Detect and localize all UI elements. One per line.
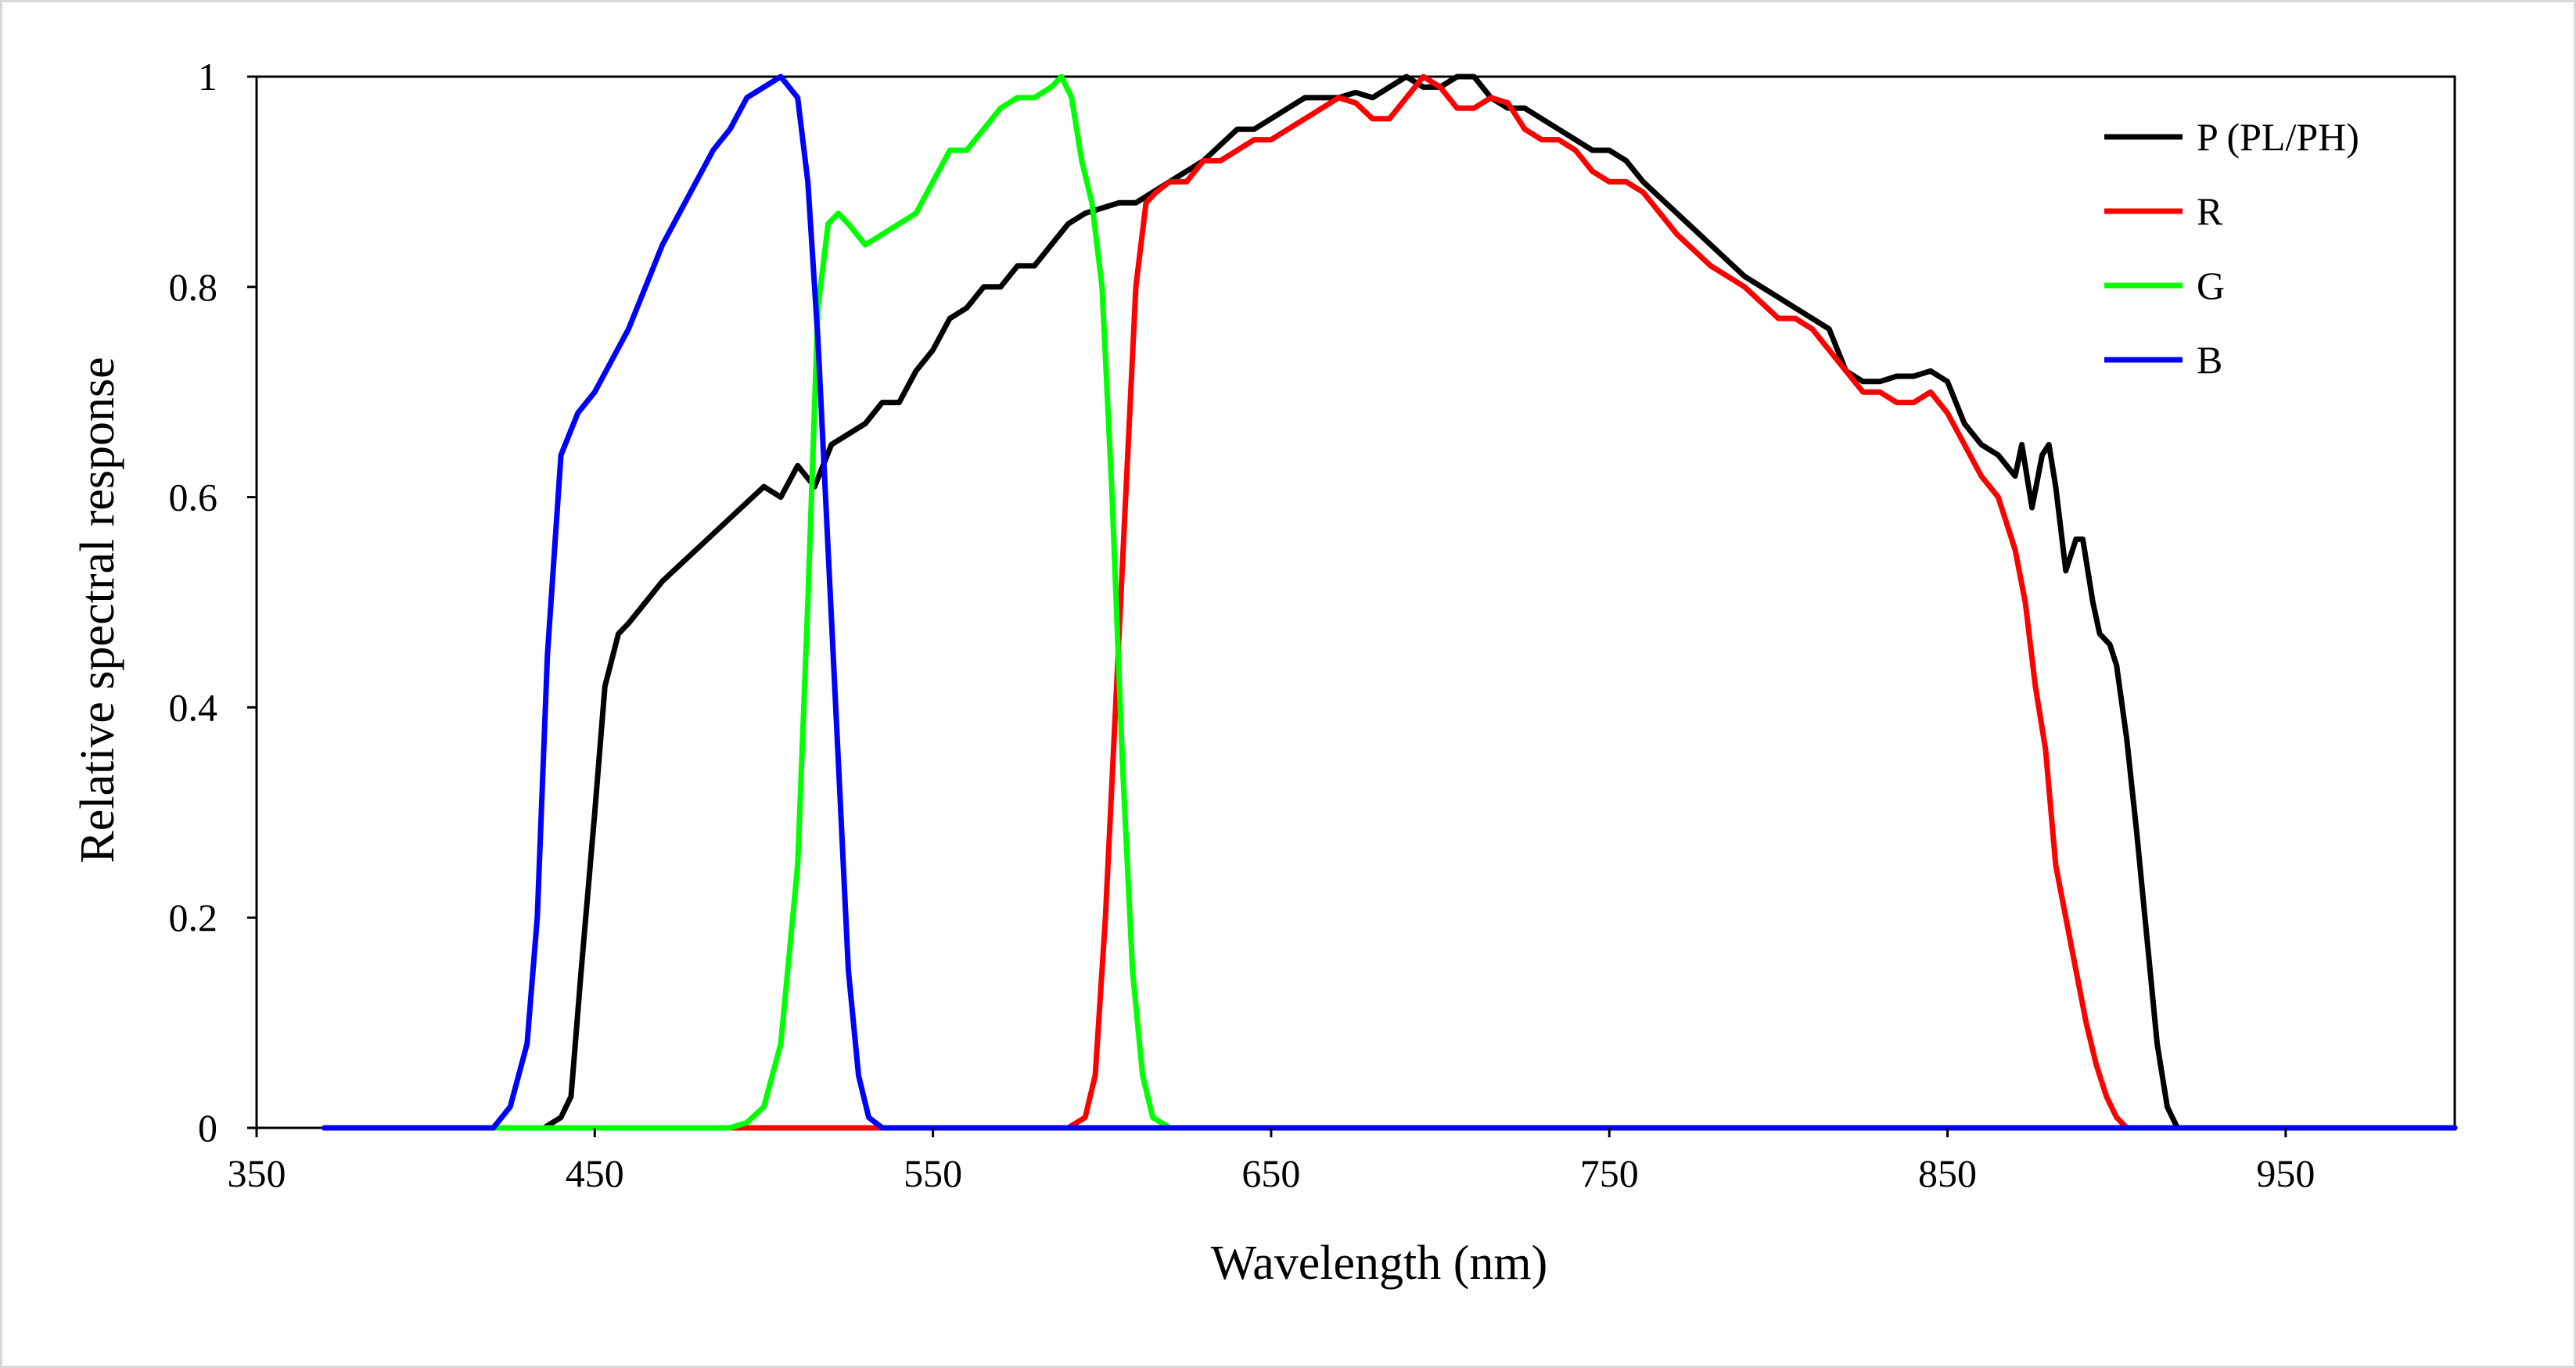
series-line-b <box>322 74 2458 1131</box>
x-axis-title: Wavelength (nm) <box>1211 1237 1548 1290</box>
series-line-r <box>322 74 2458 1131</box>
y-axis-ticks: 0 0.2 0.4 0.6 0.8 1 <box>169 55 257 1150</box>
legend-label: R <box>2197 189 2223 233</box>
legend: P (PL/PH) RGB <box>2104 115 2359 382</box>
series-line-p-pl-ph <box>322 74 2458 1131</box>
y-tick-label: 0.4 <box>169 685 218 729</box>
x-tick-label: 950 <box>2256 1151 2315 1195</box>
x-axis-ticks: 350 450 550 650 750 850 950 <box>228 1128 2315 1195</box>
x-tick-label: 850 <box>1918 1151 1977 1195</box>
x-tick-label: 450 <box>566 1151 624 1195</box>
y-tick-label: 0.6 <box>169 476 218 519</box>
y-tick-label: 0.2 <box>169 896 218 939</box>
series-layer <box>322 74 2458 1131</box>
x-tick-label: 350 <box>228 1151 286 1195</box>
series-line-g <box>322 74 2458 1131</box>
legend-label: P (PL/PH) <box>2197 115 2359 159</box>
plot-area <box>255 75 2456 1129</box>
x-tick-label: 650 <box>1241 1151 1300 1195</box>
y-tick-label: 0.8 <box>169 265 218 309</box>
y-tick-label: 0 <box>198 1106 217 1150</box>
legend-label: G <box>2197 264 2225 307</box>
legend-label: B <box>2197 338 2222 382</box>
x-tick-label: 750 <box>1580 1151 1639 1195</box>
y-tick-label: 1 <box>198 55 217 99</box>
x-tick-label: 550 <box>904 1151 962 1195</box>
y-axis-title: Relative spectral response <box>71 357 124 863</box>
